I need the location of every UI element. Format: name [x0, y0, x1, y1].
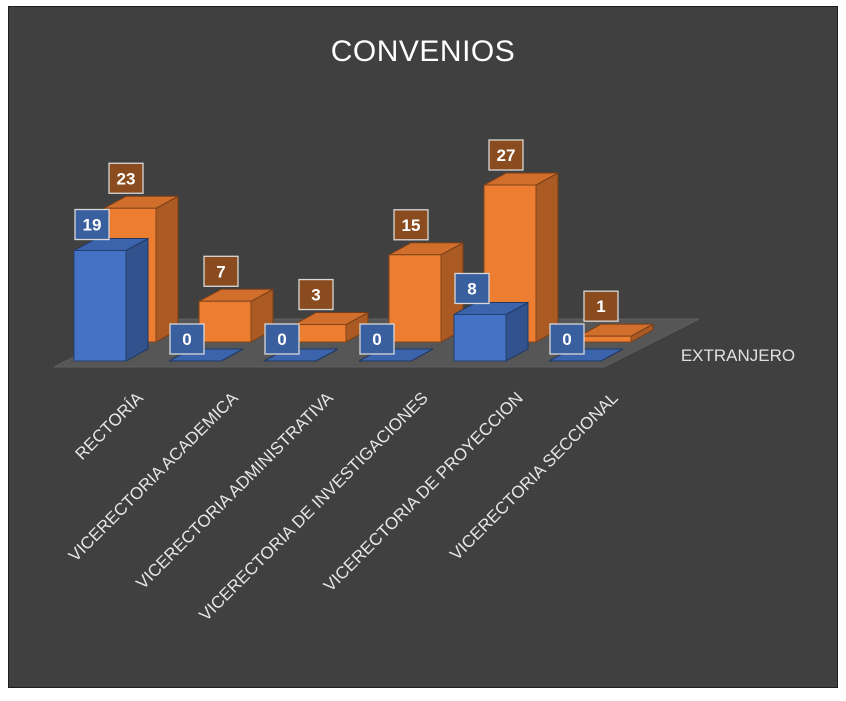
category-label-5: VICERECTORIA SECCIONAL: [446, 388, 622, 564]
data-label-box: [264, 323, 300, 355]
data-label-box: [393, 209, 429, 241]
bar-s1-3: [388, 241, 464, 343]
data-label-text: 0: [372, 330, 381, 349]
data-label-text: 23: [117, 169, 136, 188]
bar-s0-4: [453, 301, 529, 362]
category-label-2: VICERECTORIA ADMINISTRATIVA: [132, 388, 337, 593]
category-label-1: VICERECTORIA ACADEMICA: [65, 388, 242, 565]
data-label-box: [549, 323, 585, 355]
data-label-s1-3: 15: [393, 209, 429, 241]
bar-front: [293, 324, 347, 343]
data-label-text: 0: [277, 330, 286, 349]
data-label-box: [108, 162, 144, 194]
data-label-text: 0: [562, 330, 571, 349]
category-label-4: VICERECTORIA DE PROYECCION: [320, 388, 527, 595]
chart-title: CONVENIOS: [330, 35, 516, 68]
data-label-text: 7: [216, 262, 225, 281]
data-label-text: 15: [402, 216, 421, 235]
data-label-s0-5: 0: [549, 323, 585, 355]
bar-side: [155, 195, 179, 343]
data-label-s1-0: 23: [108, 162, 144, 194]
data-label-s0-2: 0: [264, 323, 300, 355]
data-label-box: [583, 290, 619, 322]
bar-s0-0: [73, 237, 149, 362]
data-label-s1-2: 3: [298, 278, 334, 311]
data-label-text: 1: [596, 297, 605, 316]
data-label-s0-1: 0: [169, 323, 205, 355]
data-label-s0-4: 8: [454, 272, 490, 305]
bar-side: [125, 237, 149, 362]
bar-front: [198, 300, 252, 343]
series-label-extranjero: EXTRANJERO: [681, 346, 795, 365]
data-label-s0-3: 0: [359, 323, 395, 355]
bar-s1-5: [578, 323, 654, 343]
data-label-box: [298, 278, 334, 311]
chart-area: CONVENIOS 23 7 3 15 27 1 19 0 0 0 8 0 EXTRANJERO RECT…: [8, 6, 838, 688]
bar-side: [535, 172, 559, 343]
bar-s1-2: [293, 311, 369, 343]
bar-front: [73, 250, 127, 362]
data-label-s1-1: 7: [203, 255, 239, 287]
data-label-text: 27: [497, 146, 516, 165]
data-label-s1-5: 1: [583, 290, 619, 322]
data-label-s1-4: 27: [488, 139, 524, 171]
data-label-box: [203, 255, 239, 287]
bar-front: [578, 335, 632, 343]
data-label-box: [74, 208, 110, 241]
data-label-text: 8: [467, 279, 476, 298]
data-label-box: [454, 272, 490, 305]
bar-front: [453, 313, 507, 362]
data-label-box: [359, 323, 395, 355]
bar-front: [388, 254, 442, 343]
data-label-text: 3: [311, 286, 320, 305]
data-label-text: 19: [83, 216, 102, 235]
data-label-text: 0: [182, 330, 191, 349]
data-label-box: [488, 139, 524, 171]
data-label-s0-0: 19: [74, 208, 110, 241]
bar-s1-1: [198, 288, 274, 343]
data-label-box: [169, 323, 205, 355]
category-label-0: RECTORÍA: [71, 388, 147, 464]
